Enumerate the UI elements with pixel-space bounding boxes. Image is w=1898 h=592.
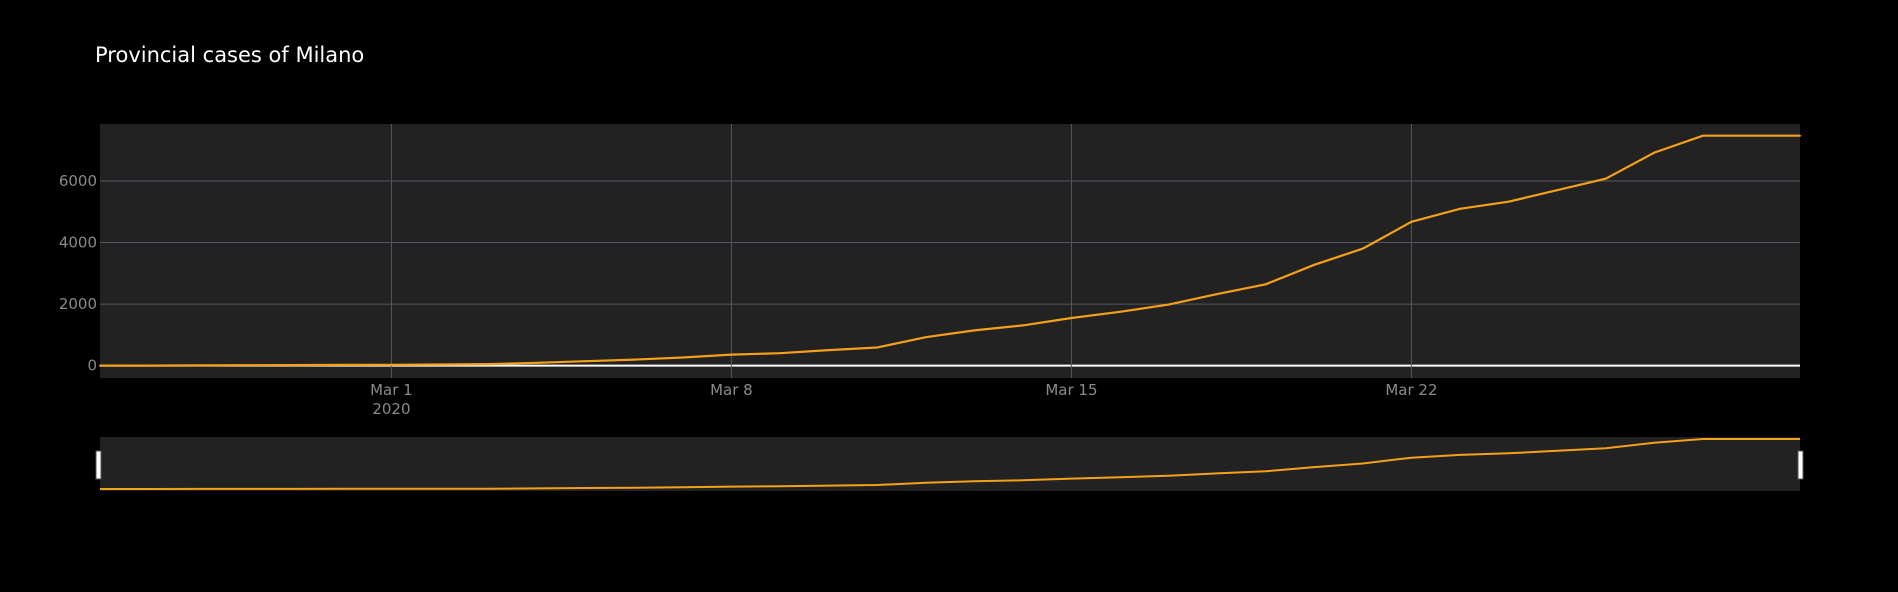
data-points	[99, 134, 1801, 367]
data-point	[779, 352, 781, 355]
y-tick-label: 0	[87, 357, 97, 375]
data-point	[536, 361, 539, 364]
data-point	[584, 360, 587, 363]
y-tick-label: 2000	[59, 295, 97, 313]
series-line	[99, 134, 1800, 367]
data-point	[1021, 324, 1024, 327]
y-tick-label: 4000	[59, 234, 97, 252]
data-point	[1070, 316, 1073, 319]
x-tick-label: Mar 15	[1045, 381, 1097, 399]
plot-area	[100, 124, 1800, 378]
x-tick-label: Mar 22	[1385, 381, 1437, 399]
data-point	[1653, 151, 1656, 154]
data-point	[1167, 303, 1170, 306]
data-point	[876, 346, 879, 349]
data-point	[1604, 177, 1607, 180]
range-slider-line	[100, 438, 1800, 490]
data-point	[487, 363, 490, 366]
y-axis-labels: 0 2000 4000 6000	[59, 172, 97, 375]
range-slider-handle-right[interactable]	[1797, 450, 1804, 480]
data-point	[924, 336, 927, 339]
data-point	[1410, 220, 1413, 223]
data-point	[1507, 200, 1510, 203]
data-point	[390, 363, 393, 366]
data-point	[244, 364, 247, 367]
data-point	[196, 364, 199, 367]
data-point	[341, 363, 344, 366]
data-point	[1799, 134, 1801, 137]
y-tick-label: 6000	[59, 172, 97, 190]
data-point	[1701, 134, 1704, 137]
range-slider-handle-left[interactable]	[95, 450, 102, 480]
x-tick-label: Mar 1	[370, 381, 413, 399]
data-point	[681, 356, 684, 359]
data-point	[1313, 263, 1316, 266]
data-point	[1216, 293, 1219, 296]
data-point	[293, 364, 296, 367]
data-point	[1459, 207, 1461, 210]
data-point	[1750, 134, 1753, 137]
data-point	[147, 364, 150, 367]
data-point	[1361, 247, 1364, 250]
data-point	[439, 363, 441, 366]
data-point	[730, 353, 733, 356]
chart-title: Provincial cases of Milano	[95, 43, 364, 67]
x-tick-sublabel: 2020	[372, 400, 410, 418]
x-tick-label: Mar 8	[710, 381, 753, 399]
data-point	[633, 358, 636, 361]
data-point	[1556, 189, 1559, 192]
data-point	[973, 329, 976, 332]
data-point	[827, 349, 830, 352]
data-point	[99, 364, 101, 367]
data-point	[1264, 283, 1267, 286]
data-point	[1119, 310, 1121, 313]
